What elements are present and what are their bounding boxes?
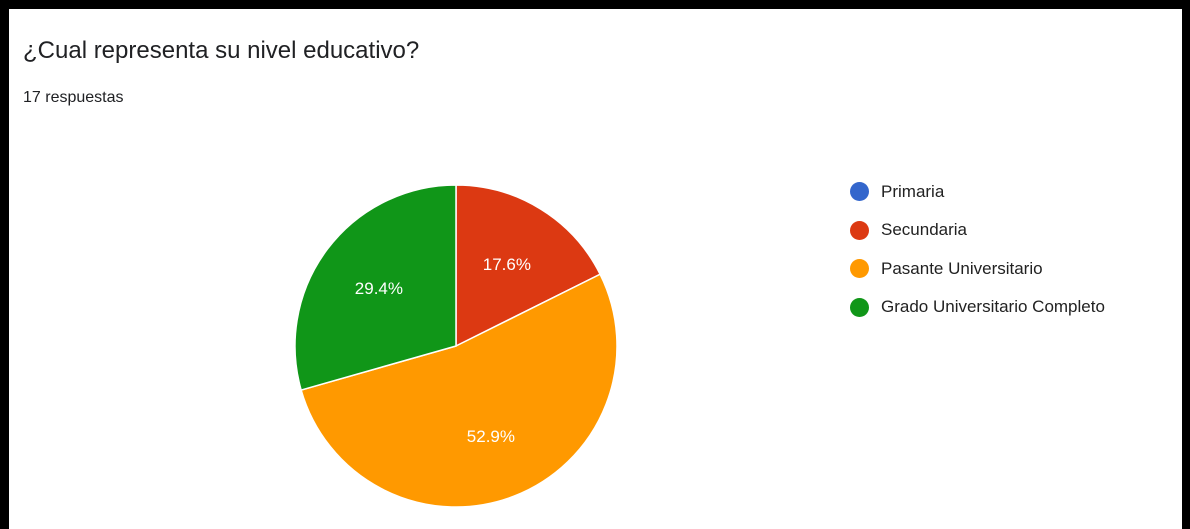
- legend-dot-icon: [850, 220, 869, 240]
- slice-percent-label: 29.4%: [355, 279, 403, 298]
- legend-item-secundaria[interactable]: Secundaria: [850, 218, 1105, 243]
- pie-slice-secundaria[interactable]: [455, 184, 602, 348]
- chart-card: ¿Cual representa su nivel educativo? 17 …: [9, 9, 1182, 529]
- legend-label: Secundaria: [881, 220, 968, 239]
- response-count: 17 respuestas: [23, 89, 124, 106]
- chart-legend: Primaria Secundaria Pasante Universitari…: [850, 179, 1105, 333]
- pie-chart: 17.6% 52.9% 29.4%: [294, 184, 618, 508]
- legend-item-primaria[interactable]: Primaria: [850, 179, 1105, 204]
- legend-dot-icon: [850, 297, 869, 317]
- question-title: ¿Cual representa su nivel educativo?: [23, 37, 420, 64]
- pie-slice-grado-universitario-completo[interactable]: [294, 184, 457, 391]
- legend-dot-icon: [850, 259, 869, 278]
- legend-item-grado-universitario-completo[interactable]: Grado Universitario Completo: [850, 295, 1105, 320]
- slice-percent-label: 52.9%: [467, 427, 515, 446]
- legend-dot-icon: [850, 182, 869, 201]
- pie-slice-pasante-universitario[interactable]: [300, 273, 618, 508]
- legend-item-pasante-universitario[interactable]: Pasante Universitario: [850, 256, 1105, 281]
- slice-percent-label: 17.6%: [483, 255, 531, 274]
- legend-label: Pasante Universitario: [881, 258, 1043, 278]
- legend-label: Primaria: [881, 181, 945, 201]
- legend-label: Grado Universitario Completo: [881, 297, 1105, 316]
